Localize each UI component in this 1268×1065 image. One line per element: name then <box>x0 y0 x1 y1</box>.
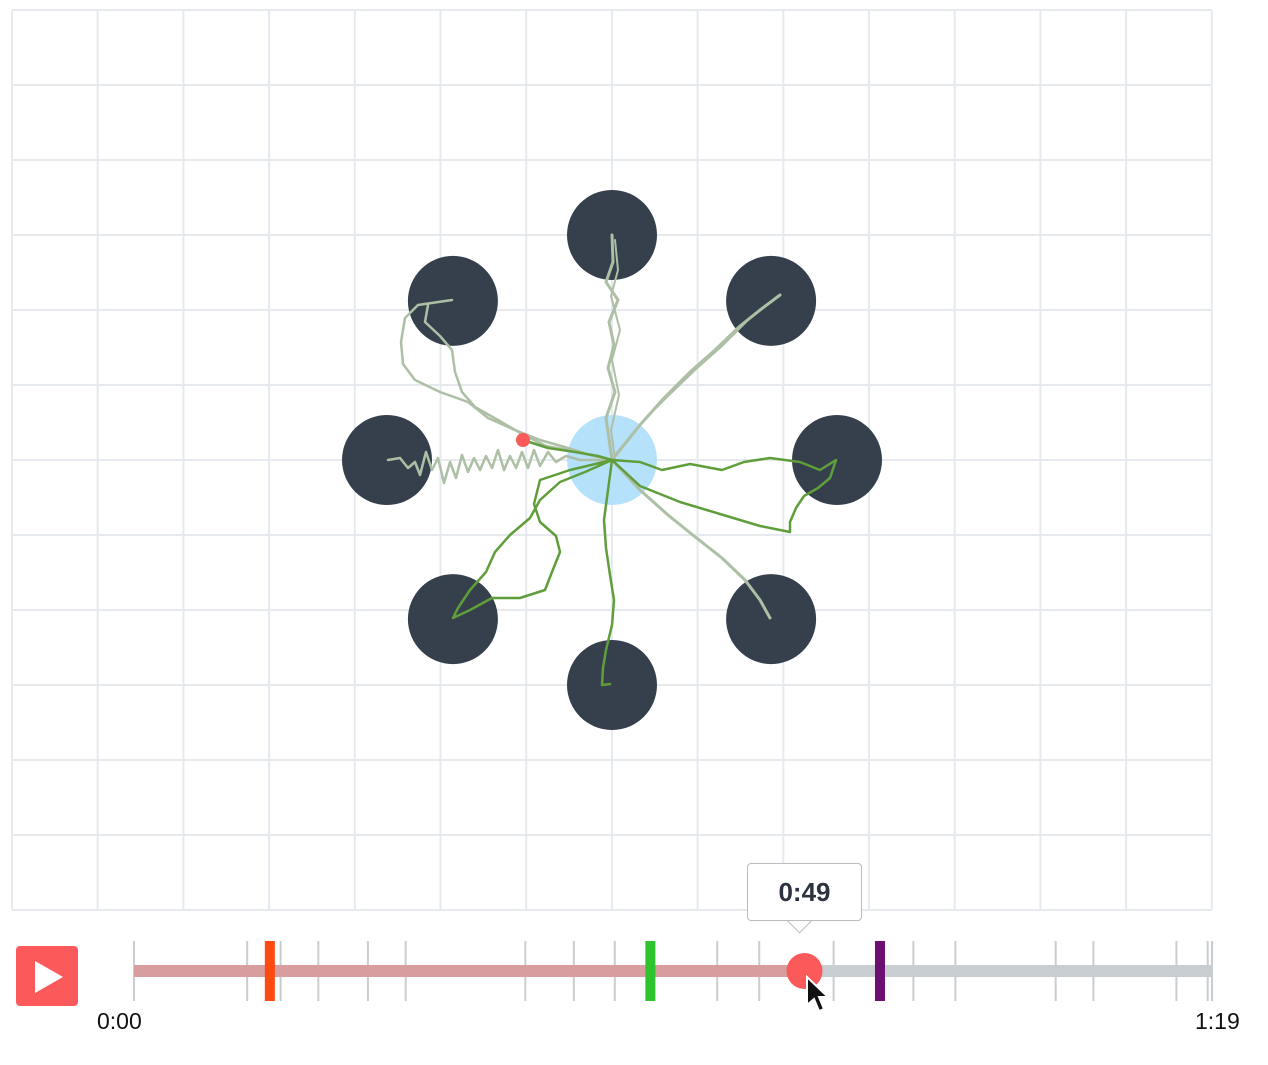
current-time-tooltip: 0:49 <box>747 863 862 921</box>
path-left <box>386 448 614 485</box>
path-top-left-b <box>423 303 614 462</box>
maze-arena <box>11 9 1213 911</box>
end-time-label: 1:19 <box>1195 1008 1240 1034</box>
marker-green[interactable] <box>645 941 656 1001</box>
timeline-thumb <box>786 953 823 989</box>
play-icon <box>35 961 63 993</box>
timeline-track-played <box>134 965 803 977</box>
path-bottom <box>600 458 616 687</box>
timeline-markers <box>264 941 885 1001</box>
path-recent-left <box>521 438 614 462</box>
agent-dot <box>516 433 530 447</box>
holes <box>342 190 882 730</box>
hole-top-left <box>407 255 498 346</box>
hole-bottom-right <box>726 574 817 665</box>
hole-bottom <box>567 640 657 730</box>
path-top-left <box>399 298 614 462</box>
path-top <box>604 233 620 462</box>
marker-purple[interactable] <box>874 941 885 1001</box>
marker-red[interactable] <box>264 941 275 1001</box>
path-top-right-b <box>614 297 777 456</box>
trajectory-paths <box>386 233 838 687</box>
path-bottom-left <box>451 458 614 620</box>
path-right <box>610 456 838 534</box>
timeline[interactable] <box>0 860 1268 1065</box>
path-top-b <box>610 239 621 461</box>
start-time-label: 0:00 <box>97 1008 142 1034</box>
mouse-pointer-icon <box>806 975 831 1013</box>
path-bottom-right <box>610 458 772 620</box>
play-button[interactable] <box>16 946 78 1006</box>
